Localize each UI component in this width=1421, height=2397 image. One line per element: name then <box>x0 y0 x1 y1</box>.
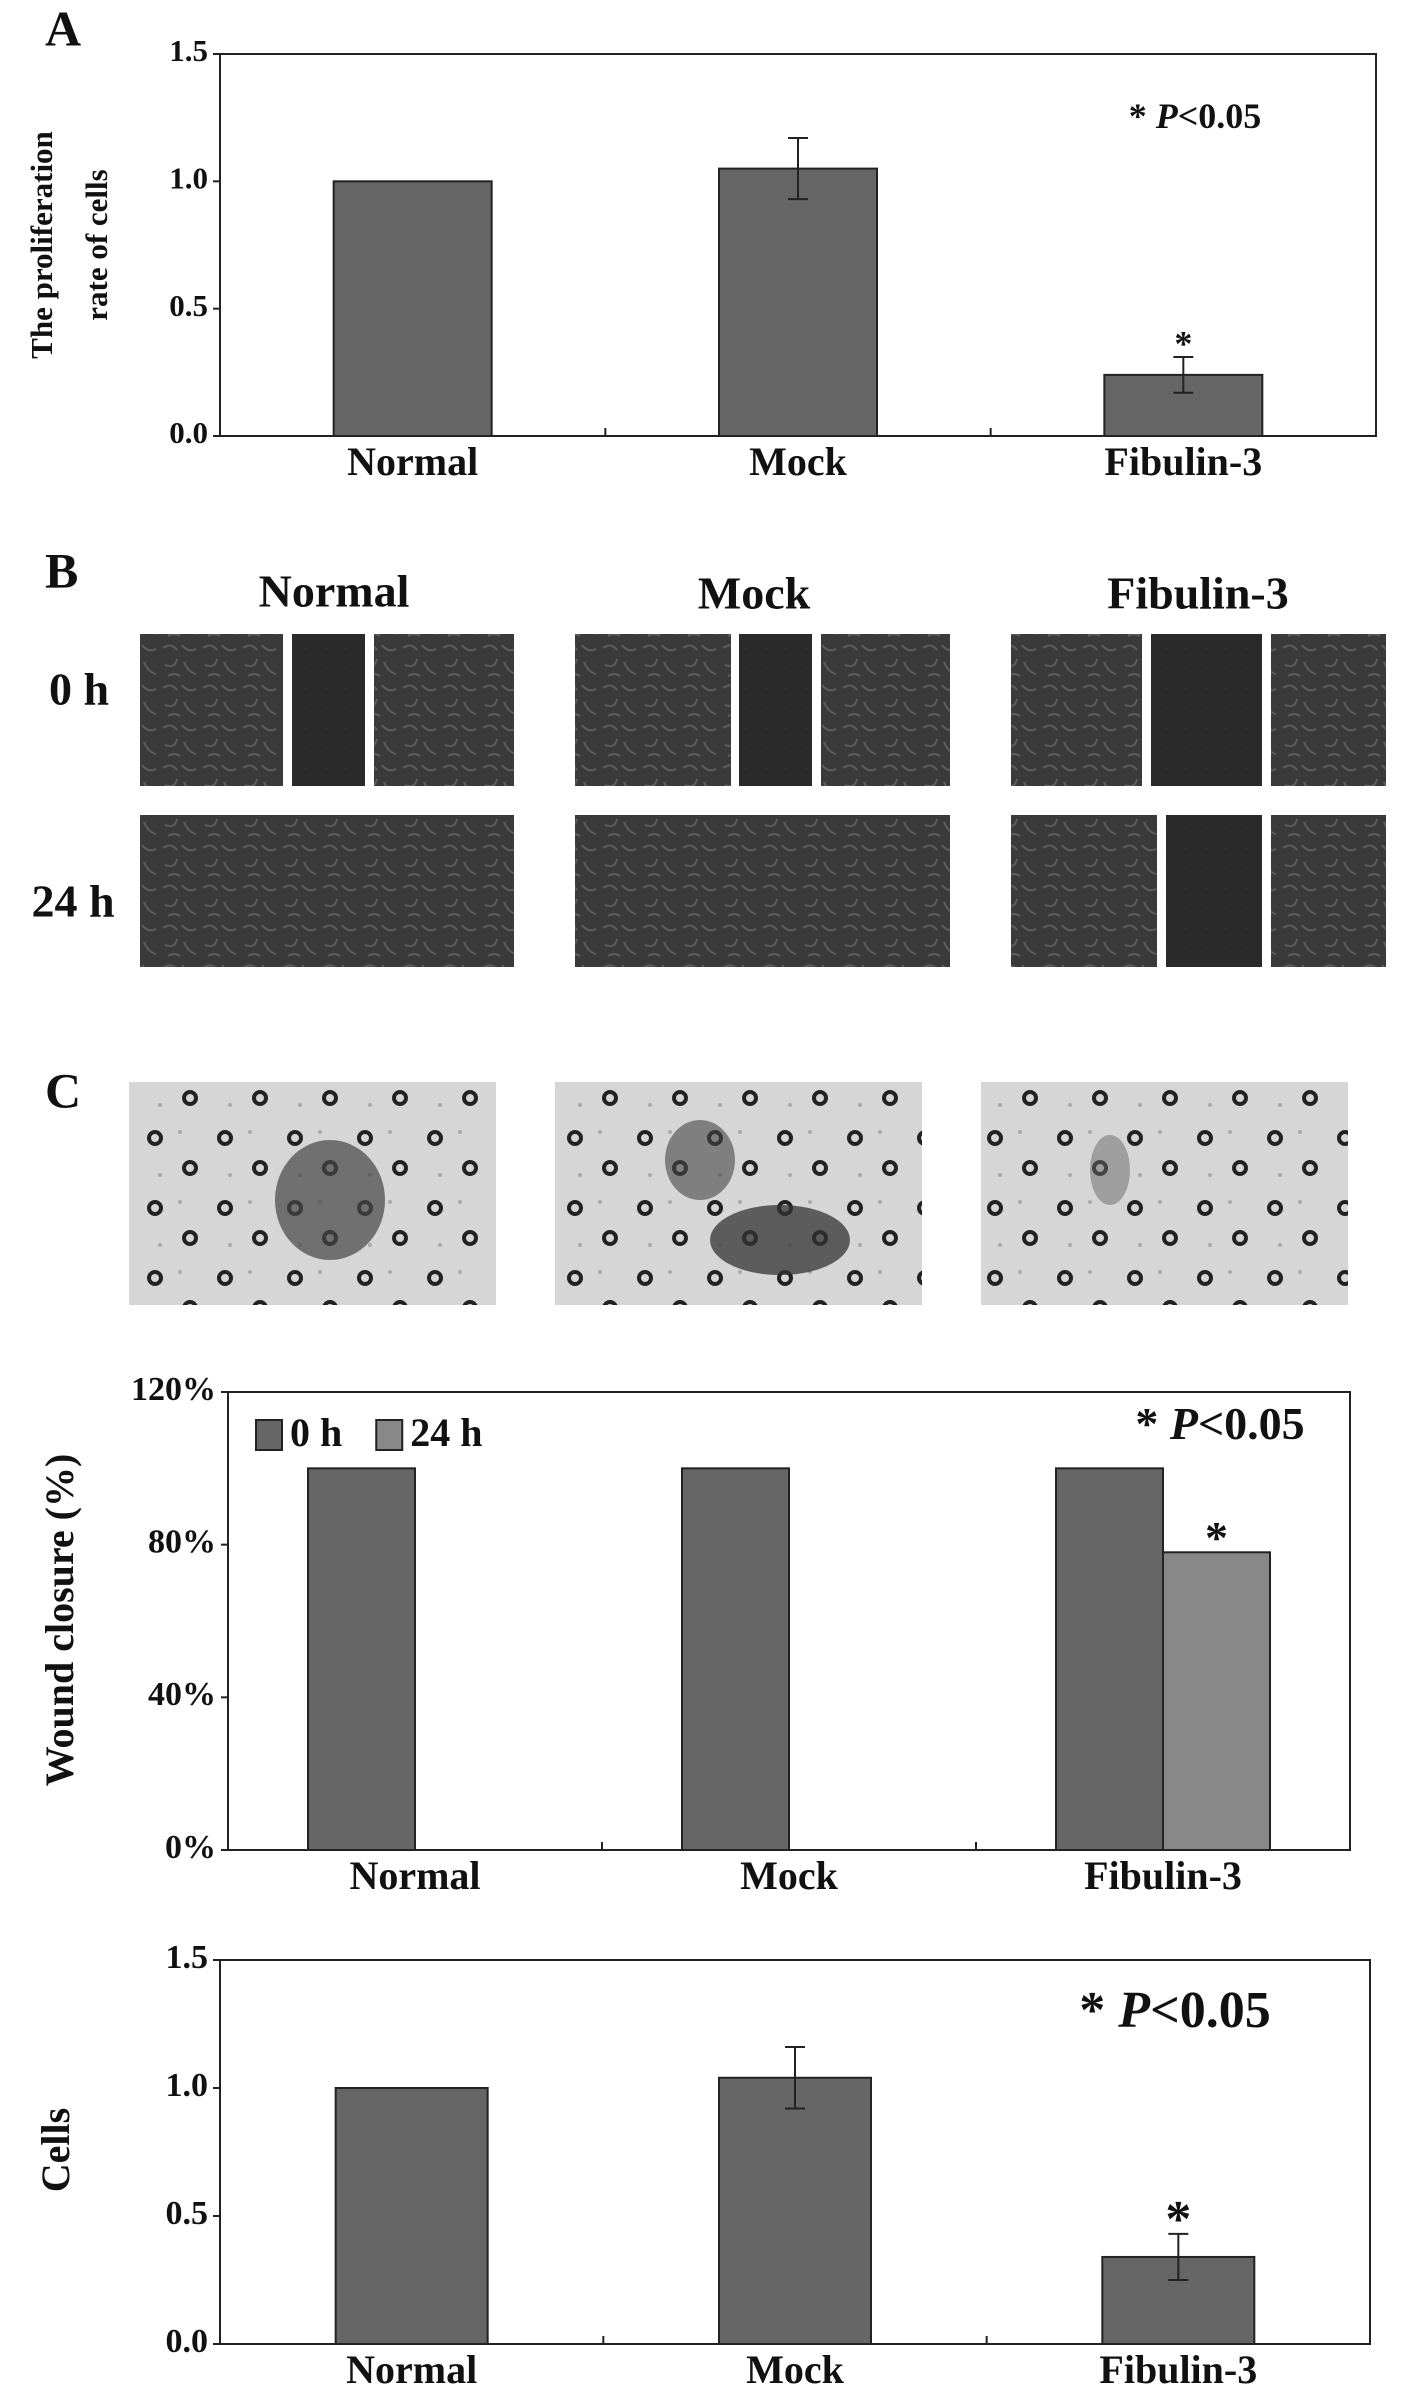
cell-blot <box>710 1205 850 1275</box>
bar <box>334 2087 489 2345</box>
annotation-part: <0.05 <box>1150 1982 1271 2039</box>
micrograph <box>575 815 950 967</box>
micrograph <box>1271 634 1386 786</box>
error-bar <box>785 2046 805 2110</box>
bar <box>681 1467 790 1852</box>
x-tick-label: Mock <box>740 1853 839 1898</box>
row-label: 24 h <box>31 876 114 927</box>
transwell-images <box>129 1082 1348 1305</box>
annotation-part: * <box>1079 1982 1118 2039</box>
micrograph <box>821 634 950 786</box>
micrograph <box>739 634 812 786</box>
legend-swatch <box>375 1419 404 1451</box>
x-tick-label: Fibulin-3 <box>1099 2347 1257 2392</box>
micrograph <box>555 1082 922 1305</box>
micrograph <box>1151 634 1262 786</box>
y-tick-label: 120% <box>131 1371 216 1408</box>
micrograph <box>140 815 514 967</box>
annotation-part: P <box>1169 1398 1199 1449</box>
column-header: Fibulin-3 <box>1107 568 1289 619</box>
bar <box>718 167 878 437</box>
bar <box>1055 1467 1164 1852</box>
micrograph <box>292 634 365 786</box>
x-tick-label: Fibulin-3 <box>1084 1853 1242 1898</box>
y-axis-label: Wound closure (%) <box>37 1454 82 1787</box>
micrograph <box>1166 815 1262 967</box>
annotation: * P<0.05 <box>1135 1398 1304 1449</box>
y-tick-label: 40% <box>148 1676 216 1713</box>
micrograph <box>1011 634 1142 786</box>
wound-images: Normal Mock Fibulin-3 0 h 24 h <box>31 566 1386 967</box>
y-axis-label: Cells <box>33 2108 78 2192</box>
micrograph <box>140 634 283 786</box>
annotation-part: * <box>1129 96 1156 136</box>
y-tick-label: 1.0 <box>166 2067 209 2104</box>
y-tick-label: 0.0 <box>169 415 208 450</box>
y-axis-label: rate of cells <box>79 169 114 320</box>
y-tick-label: 0.5 <box>166 2195 209 2232</box>
cell-blot <box>665 1120 735 1200</box>
micrograph <box>981 1082 1348 1305</box>
error-bar <box>1173 356 1194 394</box>
y-tick-label: 80% <box>148 1523 216 1560</box>
annotation-part: P <box>1117 1982 1151 2039</box>
annotation-part: P <box>1155 96 1179 136</box>
column-header: Mock <box>698 568 811 619</box>
row-label: 0 h <box>49 664 109 715</box>
panel-label: B <box>45 542 78 598</box>
annotation: * P<0.05 <box>1079 1982 1270 2039</box>
panel-label: C <box>45 1062 81 1118</box>
y-tick-label: 0.5 <box>169 288 208 323</box>
y-tick-label: 1.0 <box>169 160 208 195</box>
annotation-part: <0.05 <box>1178 96 1262 136</box>
error-bar <box>1168 2232 1189 2281</box>
bar <box>332 180 493 437</box>
x-tick-label: Normal <box>349 1853 480 1898</box>
cell-blot <box>275 1140 385 1260</box>
legend-label: 24 h <box>410 1410 482 1455</box>
bar <box>307 1467 416 1852</box>
y-tick-label: 1.5 <box>166 1939 209 1976</box>
x-tick-label: Mock <box>749 439 848 484</box>
annotation-part: * <box>1135 1398 1170 1449</box>
y-axis-label: The proliferation <box>24 131 59 359</box>
legend-swatch <box>255 1419 283 1451</box>
micrograph <box>1271 815 1386 967</box>
micrograph <box>575 634 731 786</box>
x-tick-label: Mock <box>746 2347 845 2392</box>
annotation-part: <0.05 <box>1198 1398 1305 1449</box>
bar <box>1162 1551 1271 1852</box>
x-tick-label: Normal <box>346 2347 477 2392</box>
error-bar <box>788 137 808 201</box>
cell-blot <box>1090 1135 1130 1205</box>
y-tick-label: 0.0 <box>166 2323 209 2360</box>
panel-label: A <box>45 0 81 56</box>
annotation: * P<0.05 <box>1129 96 1262 136</box>
x-tick-label: Fibulin-3 <box>1104 439 1262 484</box>
legend-label: 0 h <box>290 1410 342 1455</box>
bar <box>718 2076 872 2345</box>
y-tick-label: 1.5 <box>169 33 208 68</box>
column-header: Normal <box>259 566 410 617</box>
micrograph <box>374 634 514 786</box>
significance-star: * <box>1205 1512 1228 1563</box>
y-tick-label: 0% <box>165 1829 216 1866</box>
micrograph <box>1011 815 1157 967</box>
significance-star: * <box>1174 323 1192 363</box>
significance-star: * <box>1165 2191 1191 2248</box>
x-tick-label: Normal <box>347 439 478 484</box>
